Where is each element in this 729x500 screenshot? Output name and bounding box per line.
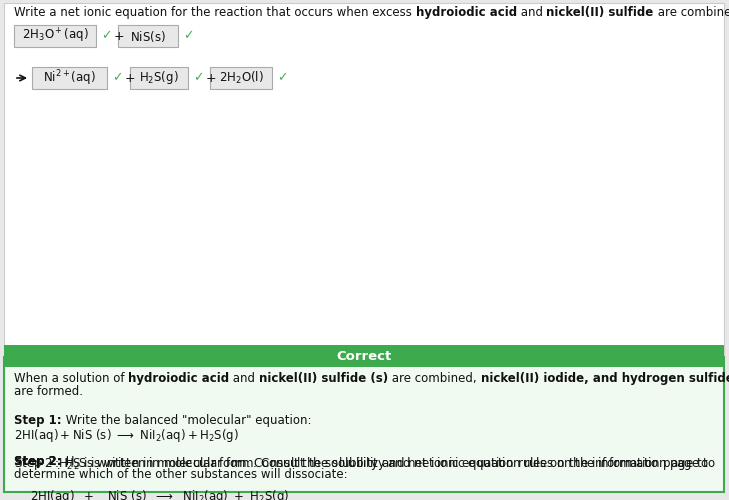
Text: $\mathregular{H_2S(g)}$: $\mathregular{H_2S(g)}$ bbox=[139, 70, 179, 86]
Text: are combined,: are combined, bbox=[389, 372, 480, 385]
Text: nickel(II) iodide, and hydrogen sulfide gas: nickel(II) iodide, and hydrogen sulfide … bbox=[480, 372, 729, 385]
Text: H: H bbox=[62, 455, 74, 468]
Text: +: + bbox=[125, 72, 136, 85]
Text: +: + bbox=[206, 72, 217, 85]
Text: $\mathregular{2H_3O^+(aq)}$: $\mathregular{2H_3O^+(aq)}$ bbox=[22, 27, 88, 45]
FancyBboxPatch shape bbox=[130, 67, 188, 89]
Text: ✓: ✓ bbox=[112, 72, 122, 85]
Text: Correct: Correct bbox=[336, 350, 391, 362]
FancyBboxPatch shape bbox=[210, 67, 272, 89]
Text: +: + bbox=[114, 30, 125, 43]
Text: $\mathregular{NiS(s)}$: $\mathregular{NiS(s)}$ bbox=[130, 28, 166, 44]
Text: $\mathregular{2HI(aq)\ \ +\ \ \ NiS\ (s)\ \ \longrightarrow\ \ NiI_2(aq)\ +\ H_2: $\mathregular{2HI(aq)\ \ +\ \ \ NiS\ (s)… bbox=[30, 488, 289, 500]
FancyBboxPatch shape bbox=[4, 3, 724, 355]
Text: are combined.: are combined. bbox=[654, 6, 729, 19]
Text: Step 2:: Step 2: bbox=[14, 455, 62, 468]
Text: $\mathregular{Step\ 2:\ H_2S}$ is written in molecular form. Consult the solubil: $\mathregular{Step\ 2:\ H_2S}$ is writte… bbox=[14, 455, 716, 472]
Text: ✓: ✓ bbox=[101, 30, 112, 43]
Text: Write a net ionic equation for the reaction that occurs when excess: Write a net ionic equation for the react… bbox=[14, 6, 416, 19]
FancyBboxPatch shape bbox=[32, 67, 107, 89]
Text: $\mathregular{Ni^{2+}(aq)}$: $\mathregular{Ni^{2+}(aq)}$ bbox=[43, 68, 95, 88]
Text: Write the balanced "molecular" equation:: Write the balanced "molecular" equation: bbox=[62, 414, 311, 426]
Text: $\mathregular{H_2S}$ is written in molecular form. Consult the solubility and ne: $\mathregular{H_2S}$ is written in molec… bbox=[58, 455, 709, 472]
FancyBboxPatch shape bbox=[4, 345, 724, 367]
Text: Step 1:: Step 1: bbox=[14, 414, 62, 426]
Text: are formed.: are formed. bbox=[14, 385, 83, 398]
Text: and: and bbox=[230, 372, 259, 385]
Text: $\mathregular{2HI(aq) + NiS\ (s)\ \longrightarrow\ NiI_2(aq) + H_2S(g)}$: $\mathregular{2HI(aq) + NiS\ (s)\ \longr… bbox=[14, 426, 239, 444]
FancyBboxPatch shape bbox=[4, 357, 724, 492]
Text: and: and bbox=[517, 6, 547, 19]
Text: nickel(II) sulfide (s): nickel(II) sulfide (s) bbox=[259, 372, 389, 385]
Text: nickel(II) sulfide: nickel(II) sulfide bbox=[547, 6, 654, 19]
Text: hydroiodic acid: hydroiodic acid bbox=[128, 372, 230, 385]
Text: ✓: ✓ bbox=[183, 30, 193, 43]
FancyBboxPatch shape bbox=[14, 25, 96, 47]
Text: ✓: ✓ bbox=[277, 72, 287, 85]
Text: When a solution of: When a solution of bbox=[14, 372, 128, 385]
Text: $\mathregular{2H_2O(l)}$: $\mathregular{2H_2O(l)}$ bbox=[219, 70, 263, 86]
Text: hydroiodic acid: hydroiodic acid bbox=[416, 6, 517, 19]
Text: determine which of the other substances will dissociate:: determine which of the other substances … bbox=[14, 468, 348, 481]
Text: Step 2:: Step 2: bbox=[14, 455, 62, 468]
Text: ✓: ✓ bbox=[193, 72, 203, 85]
FancyBboxPatch shape bbox=[118, 25, 178, 47]
